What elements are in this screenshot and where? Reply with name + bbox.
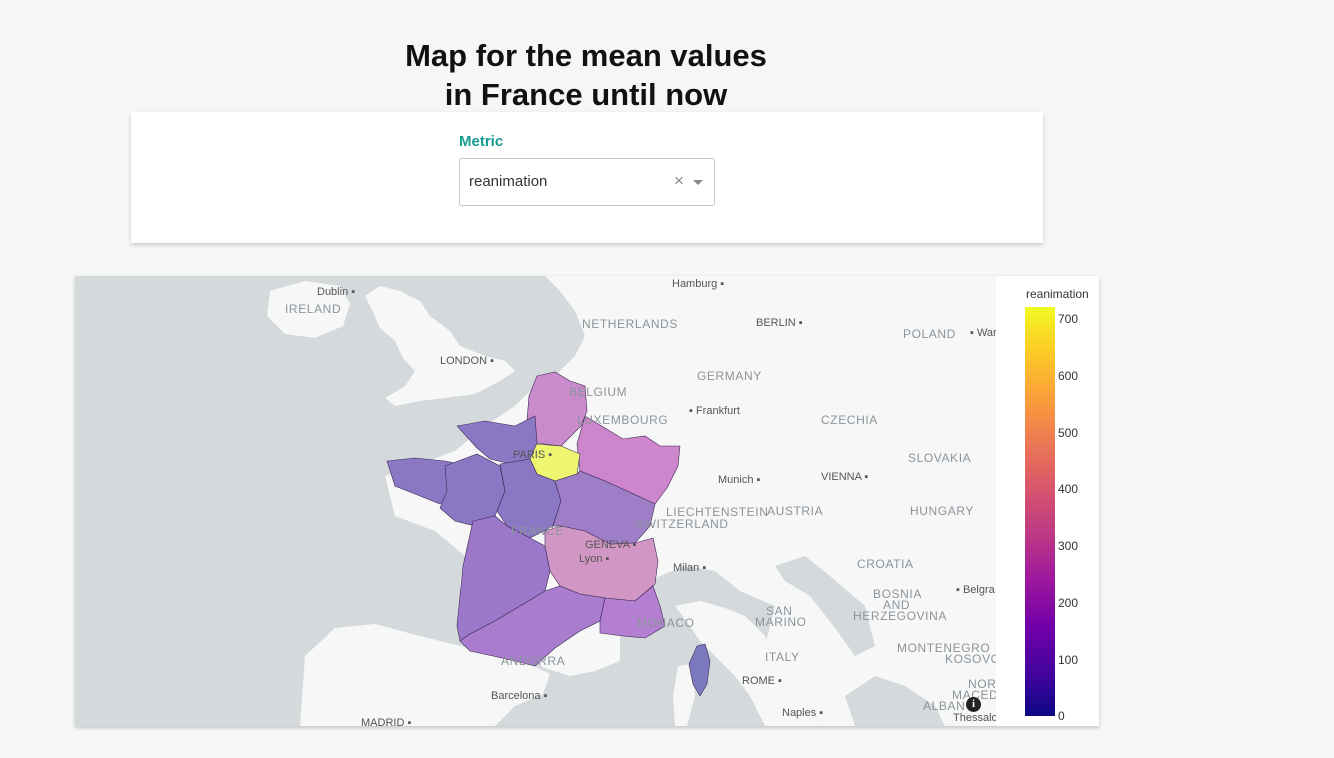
svg-text:Lyon ▪: Lyon ▪ xyxy=(579,553,610,565)
colorbar-tick: 700 xyxy=(1058,312,1079,326)
svg-text:MACED: MACED xyxy=(952,688,996,702)
svg-text:MADRID ▪: MADRID ▪ xyxy=(361,717,411,726)
colorbar-tick: 500 xyxy=(1058,426,1079,440)
svg-text:CZECHIA: CZECHIA xyxy=(821,413,878,427)
svg-text:MARINO: MARINO xyxy=(755,615,807,629)
svg-text:IRELAND: IRELAND xyxy=(285,302,341,316)
svg-text:Dublin ▪: Dublin ▪ xyxy=(317,286,355,298)
svg-text:NETHERLANDS: NETHERLANDS xyxy=(582,317,678,331)
colorbar xyxy=(1025,307,1055,716)
colorbar-tick: 300 xyxy=(1058,539,1079,553)
svg-text:VIENNA ▪: VIENNA ▪ xyxy=(821,471,868,483)
svg-text:SLOVAKIA: SLOVAKIA xyxy=(908,451,971,465)
info-icon[interactable]: i xyxy=(966,697,981,712)
svg-text:POLAND: POLAND xyxy=(903,327,956,341)
svg-text:KOSOVO: KOSOVO xyxy=(945,652,996,666)
svg-text:ROME ▪: ROME ▪ xyxy=(742,675,782,687)
svg-text:LIECHTENSTEIN: LIECHTENSTEIN xyxy=(666,505,768,519)
region-pays-de-la-loire xyxy=(439,453,506,527)
metric-label: Metric xyxy=(459,133,504,150)
svg-text:GERMANY: GERMANY xyxy=(697,369,762,383)
region-auvergne-rhone-alpes xyxy=(544,525,659,602)
region-normandie xyxy=(456,415,538,465)
svg-text:▪ War: ▪ War xyxy=(970,327,996,339)
clear-icon[interactable]: × xyxy=(674,171,684,190)
chevron-down-icon[interactable] xyxy=(693,180,703,185)
colorbar-tick: 400 xyxy=(1058,482,1079,496)
svg-text:BERLIN ▪: BERLIN ▪ xyxy=(756,317,803,329)
page-title: Map for the mean values in France until … xyxy=(386,36,786,114)
svg-text:CROATIA: CROATIA xyxy=(857,557,914,571)
svg-text:BELGIUM: BELGIUM xyxy=(569,385,627,399)
colorbar-title: reanimation xyxy=(1026,287,1089,301)
svg-text:AND: AND xyxy=(883,598,910,612)
metric-dropdown[interactable]: reanimation × xyxy=(459,158,715,206)
svg-text:MONTENEGRO: MONTENEGRO xyxy=(897,641,990,655)
svg-text:HERZEGOVINA: HERZEGOVINA xyxy=(853,609,947,623)
choropleth-map-panel: IRELAND NETHERLANDS BELGIUM LUXEMBOURG G… xyxy=(75,276,1099,726)
region-corse xyxy=(688,643,711,697)
map-canvas[interactable]: IRELAND NETHERLANDS BELGIUM LUXEMBOURG G… xyxy=(75,276,996,726)
svg-text:LUXEMBOURG: LUXEMBOURG xyxy=(577,413,668,427)
svg-text:HUNGARY: HUNGARY xyxy=(910,504,974,518)
svg-text:Barcelona ▪: Barcelona ▪ xyxy=(491,690,548,702)
svg-text:Hamburg ▪: Hamburg ▪ xyxy=(672,278,724,290)
colorbar-tick: 0 xyxy=(1058,709,1065,723)
svg-text:▪ Frankfurt: ▪ Frankfurt xyxy=(689,405,740,417)
svg-text:ITALY: ITALY xyxy=(765,650,800,664)
region-paca xyxy=(599,585,666,639)
svg-text:ALBAN: ALBAN xyxy=(923,699,965,713)
svg-text:Naples ▪: Naples ▪ xyxy=(782,707,823,719)
svg-text:Munich ▪: Munich ▪ xyxy=(718,474,761,486)
svg-text:GENEVA ▪: GENEVA ▪ xyxy=(585,539,636,551)
svg-text:BOSNIA: BOSNIA xyxy=(873,587,922,601)
svg-text:FRANCE: FRANCE xyxy=(511,524,564,538)
colorbar-tick: 100 xyxy=(1058,653,1079,667)
svg-text:Thessalo: Thessalo xyxy=(953,712,996,724)
region-hauts-de-france xyxy=(526,371,588,447)
svg-text:MONACO: MONACO xyxy=(637,616,695,630)
colorbar-tick: 600 xyxy=(1058,369,1079,383)
svg-text:SWITZERLAND: SWITZERLAND xyxy=(636,517,729,531)
svg-text:Milan ▪: Milan ▪ xyxy=(673,562,706,574)
svg-text:▪ Belgra: ▪ Belgra xyxy=(956,584,996,596)
region-bourgogne-fc xyxy=(552,470,656,545)
title-line-1: Map for the mean values xyxy=(405,38,767,73)
svg-text:PARIS ▪: PARIS ▪ xyxy=(513,449,552,461)
svg-text:LONDON ▪: LONDON ▪ xyxy=(440,355,494,367)
colorbar-tick: 200 xyxy=(1058,596,1079,610)
svg-text:SAN: SAN xyxy=(766,604,792,618)
metric-selected-value: reanimation xyxy=(469,173,548,190)
svg-text:ANDORRA: ANDORRA xyxy=(501,654,565,668)
svg-text:AUSTRIA: AUSTRIA xyxy=(767,504,823,518)
svg-text:NOR: NOR xyxy=(968,677,996,691)
title-line-2: in France until now xyxy=(444,77,728,112)
metric-filter-card: Metric reanimation × xyxy=(131,112,1043,243)
region-occitanie xyxy=(459,585,606,667)
